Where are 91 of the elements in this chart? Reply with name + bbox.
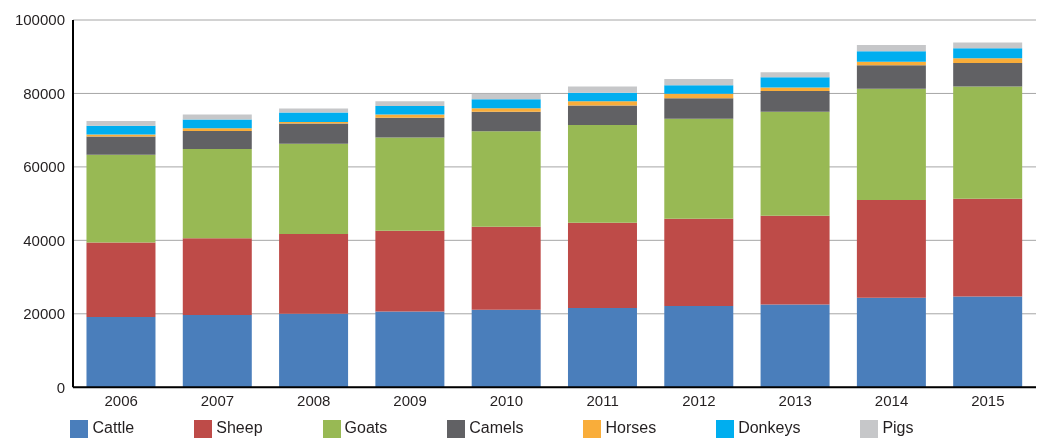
bar [86,125,156,135]
bar [856,88,926,200]
bar [182,314,252,388]
x-tick-label: 2008 [297,391,331,409]
bar [567,92,637,102]
bar [760,304,830,388]
x-tick-label: 2006 [104,391,138,409]
bar [856,297,926,388]
bar [567,101,637,106]
bar [279,234,349,314]
legend-label: Horses [605,419,657,437]
bar [567,105,637,126]
legend-label: Cattle [92,419,135,437]
bar [86,317,156,388]
legend-label: Pigs [882,419,914,437]
bar [953,58,1023,63]
bar [664,306,734,388]
bar [953,198,1023,297]
bar [375,311,445,388]
legend-label: Goats [344,419,388,437]
bar [567,86,637,93]
bar [471,131,541,227]
bar [664,218,734,307]
x-tick-label: 2012 [682,391,716,409]
legend-label: Camels [469,419,524,437]
bar [856,51,926,62]
bar [760,72,830,78]
legend-label: Sheep [216,419,263,437]
bar [760,215,830,305]
bar [471,108,541,112]
bar [664,93,734,99]
bar [86,120,156,126]
x-tick-label: 2007 [200,391,235,409]
bar [279,313,349,388]
bar [664,98,734,119]
bar [279,108,349,113]
bar [279,112,349,123]
bar [664,118,734,219]
bar [471,309,541,388]
bar [567,125,637,223]
x-tick-label: 2015 [971,391,1005,409]
bar [471,111,541,132]
bar [953,42,1023,49]
legend-label: Donkeys [738,419,801,437]
bar [375,114,445,118]
bar [567,222,637,308]
bar [375,105,445,115]
bar [567,307,637,388]
bar [953,48,1023,59]
bar [182,114,252,120]
bar [953,86,1023,199]
y-tick-label: 0 [56,378,65,396]
y-tick-label: 80000 [23,84,65,102]
bar [856,199,926,298]
y-tick-label: 100000 [14,11,65,29]
bar [471,226,541,310]
x-tick-label: 2014 [874,391,909,409]
bar [375,101,445,106]
bar [86,136,156,155]
bar [471,99,541,109]
x-tick-label: 2011 [586,391,619,409]
bar [664,85,734,94]
bar [86,154,156,243]
bar [182,119,252,129]
bar [760,111,830,216]
bar [856,44,926,52]
x-tick-label: 2013 [778,391,812,409]
bar [375,230,445,312]
bar [375,137,445,231]
y-tick-label: 40000 [23,231,65,249]
bar [182,238,252,315]
bar [953,62,1023,87]
bar [182,128,252,131]
bar [182,148,252,239]
x-tick-label: 2009 [393,391,427,409]
y-tick-label: 60000 [23,158,65,176]
bar [664,79,734,86]
bar [856,65,926,89]
bar [953,296,1023,388]
bar [279,143,349,235]
bar [471,93,541,100]
bar [182,130,252,149]
bar [375,117,445,138]
bar [856,61,926,66]
y-tick-label: 20000 [23,305,65,323]
x-tick-label: 2010 [489,391,524,409]
bar [760,90,830,112]
bar [86,242,156,318]
bar [760,87,830,91]
bar [760,77,830,88]
bar [279,123,349,144]
